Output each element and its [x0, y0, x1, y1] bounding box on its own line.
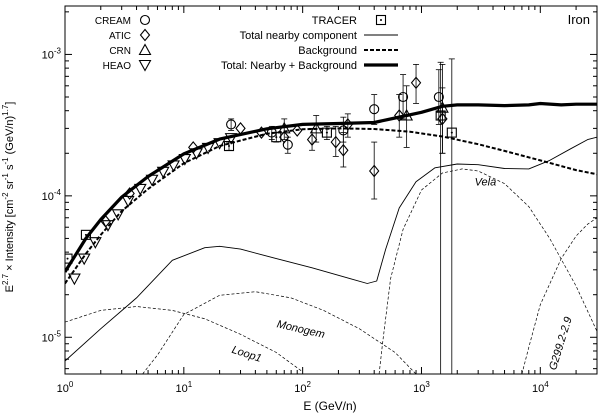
curve-annotations: Vela Monogem Loop1 G299.2-2.9	[230, 177, 575, 372]
marker-tracer	[446, 127, 457, 138]
legend-marker-heao	[138, 59, 152, 72]
marker-cream	[398, 91, 409, 103]
marker-cream	[369, 104, 380, 115]
y-axis-label: E2.7 × Intensity [cm-2 sr-1 s-1 (GeV/n)1…	[1, 102, 16, 293]
marker-heao	[77, 253, 91, 266]
x-axis-label: E (GeV/n)	[303, 399, 356, 413]
marker-tracer	[65, 253, 73, 264]
legend-marker-tracer-dot	[380, 19, 382, 21]
series-cream	[226, 69, 444, 154]
legend-label-atic: ATIC	[109, 31, 131, 42]
marker-heao	[145, 174, 159, 187]
legend-label-heao: HEAO	[103, 61, 132, 72]
curve-background	[65, 127, 597, 285]
marker-atic	[256, 126, 267, 139]
marker-tracer	[435, 110, 446, 121]
legend-label-background: Background	[298, 45, 357, 57]
marker-tracer	[80, 229, 91, 240]
marker-atic	[235, 122, 246, 135]
marker-crn	[277, 121, 291, 134]
annotation-vela: Vela	[475, 177, 497, 189]
legend-label-total-nearby-component: Total nearby component	[240, 30, 357, 42]
marker-crn	[435, 101, 449, 113]
legend-marker-tracer	[375, 14, 387, 26]
marker-atic	[306, 133, 318, 146]
marker-heao	[111, 209, 125, 221]
marker-heao	[178, 154, 192, 166]
legend: CREAM ATIC CRN HEAO TRACER Total nearby compo…	[95, 14, 398, 72]
annotation-g299-2-2-9: G299.2-2.9	[547, 315, 575, 371]
curve-total-nearby-background	[65, 101, 597, 273]
curve-monogem	[142, 291, 417, 374]
marker-crn	[309, 121, 323, 134]
x-tick-label: 102	[294, 380, 311, 395]
x-tick-label: 103	[413, 380, 430, 395]
marker-heao	[224, 133, 238, 145]
marker-cream	[226, 119, 237, 130]
marker-tracer	[223, 140, 235, 152]
marker-atic	[394, 109, 405, 122]
marker-atic	[292, 124, 303, 137]
marker-atic	[124, 187, 135, 200]
legend-label-total-nearby-background: Total: Nearby + Background	[221, 60, 357, 72]
marker-heao	[121, 195, 135, 208]
annotation-loop1: Loop1	[230, 344, 263, 365]
marker-cream	[282, 139, 293, 150]
marker-tracer-dot	[325, 131, 328, 134]
marker-tracer-dot	[275, 136, 278, 139]
marker-tracer-dot	[450, 131, 453, 134]
legend-label-cream: CREAM	[95, 16, 131, 27]
marker-tracer	[271, 132, 282, 143]
marker-atic	[330, 135, 341, 149]
marker-heao	[190, 148, 203, 160]
series-atic	[100, 64, 448, 228]
marker-heao	[67, 273, 81, 286]
data-markers	[65, 58, 457, 374]
annotation-monogem: Monogem	[276, 318, 326, 341]
curve-loop1	[65, 306, 303, 373]
marker-cream	[433, 91, 444, 103]
marker-heao	[101, 220, 115, 232]
marker-tracer	[321, 127, 332, 138]
marker-atic	[342, 118, 354, 131]
marker-atic	[368, 164, 380, 178]
x-tick-label: 104	[532, 380, 549, 395]
marker-heao	[167, 160, 181, 173]
marker-atic	[410, 76, 422, 90]
axes: 100 101 102 103 104 10-5 10-4 10-3	[42, 6, 598, 395]
y-tick-label: 10-3	[42, 46, 62, 61]
y-tick-label: 10-4	[42, 188, 62, 203]
marker-heao	[88, 237, 102, 249]
marker-heao	[133, 183, 147, 196]
x-tick-label: 101	[175, 380, 192, 395]
legend-marker-cream	[139, 14, 151, 26]
legend-label-crn: CRN	[109, 46, 131, 57]
marker-tracer-dot	[84, 233, 87, 236]
curve-vela	[378, 168, 597, 374]
series-tracer	[65, 58, 457, 374]
marker-atic	[338, 143, 349, 157]
marker-crn	[400, 108, 414, 121]
series-heao	[67, 133, 238, 286]
marker-tracer-dot	[66, 257, 69, 260]
legend-marker-crn	[138, 43, 152, 56]
marker-heao	[156, 166, 170, 179]
legend-marker-atic	[139, 28, 151, 42]
series-crn	[277, 64, 449, 154]
marker-tracer-dot	[228, 145, 231, 148]
marker-heao	[201, 142, 215, 155]
curve-total-nearby-component	[65, 136, 597, 362]
chart-title: Iron	[568, 12, 590, 27]
curve-g299-2-2-9	[521, 217, 597, 374]
y-tick-label: 10-5	[42, 329, 62, 344]
model-curves	[65, 101, 597, 374]
marker-tracer-dot	[439, 114, 442, 117]
plot-frame	[64, 5, 598, 375]
marker-heao	[213, 138, 227, 150]
legend-label-tracer: TRACER	[312, 15, 357, 27]
x-tick-label: 100	[57, 380, 74, 395]
